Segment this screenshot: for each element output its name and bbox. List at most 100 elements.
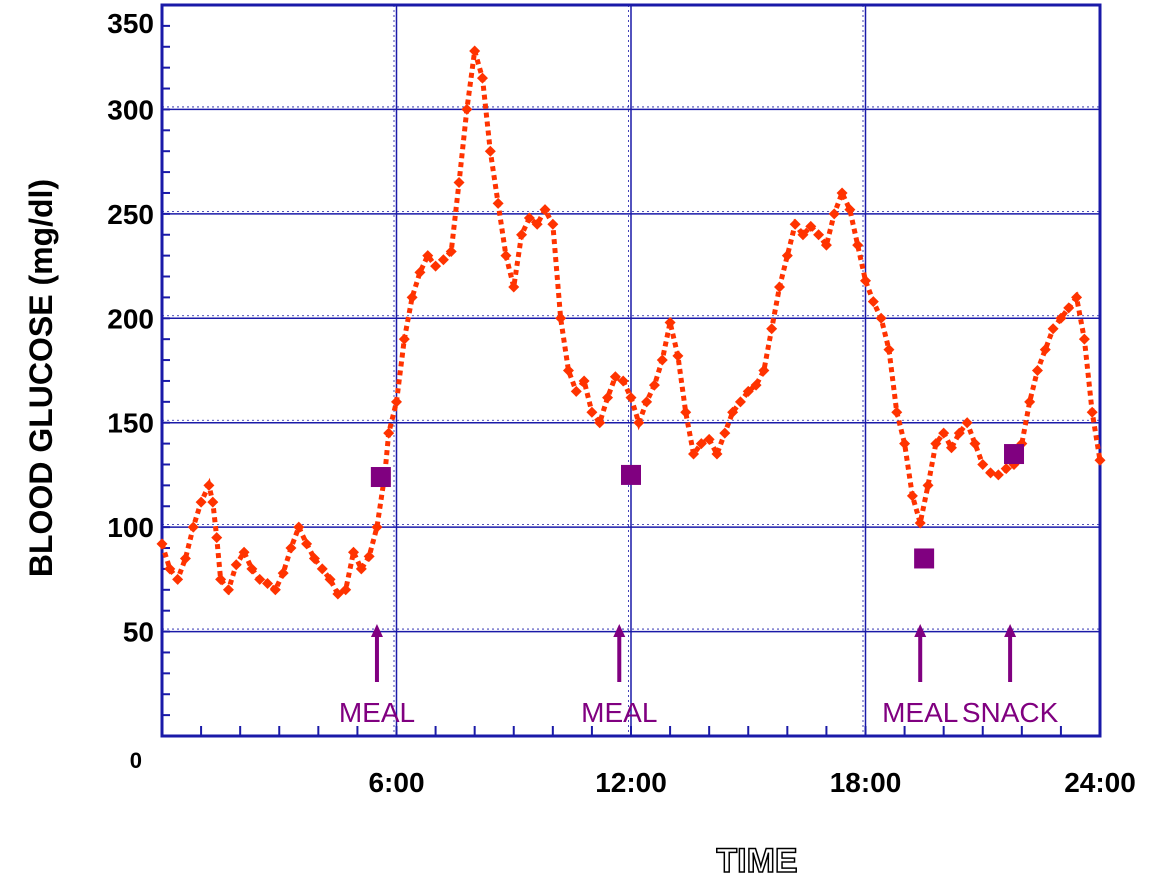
y-tick-label: 0: [130, 748, 142, 773]
reference-point: [621, 464, 641, 485]
glucose-point: [734, 396, 746, 408]
glucose-point: [179, 552, 191, 564]
x-tick-label: 24:00: [1064, 767, 1136, 798]
glucose-point: [445, 245, 457, 257]
glucose-point: [922, 479, 934, 491]
reference-point: [370, 467, 391, 488]
glucose-series: [156, 45, 1106, 600]
glucose-point: [820, 239, 832, 251]
glucose-point: [836, 187, 848, 199]
glucose-point: [860, 275, 871, 287]
glucose-point: [938, 427, 950, 439]
reference-point: [1004, 444, 1025, 465]
glucose-point: [906, 490, 918, 502]
glucose-point: [156, 538, 168, 550]
glucose-point: [891, 406, 903, 418]
glucose-point: [1000, 463, 1012, 475]
glucose-point: [844, 204, 856, 216]
glucose-point: [766, 323, 778, 335]
glucose-point: [961, 417, 973, 429]
glucose-point: [500, 250, 512, 262]
glucose-point: [340, 584, 352, 596]
glucose-point: [1039, 344, 1051, 356]
glucose-point: [187, 521, 199, 533]
glucose-point: [476, 72, 488, 84]
event-arrow-head: [914, 624, 927, 637]
x-tick-label: 12:00: [595, 767, 667, 798]
glucose-point: [211, 532, 223, 544]
gridlines: [162, 5, 1100, 736]
glucose-point: [1031, 365, 1043, 376]
reference-point: [914, 548, 935, 569]
glucose-point: [391, 396, 402, 408]
glucose-point: [555, 312, 567, 324]
y-tick-label: 50: [123, 617, 154, 648]
glucose-point: [414, 266, 426, 278]
glucose-point: [586, 406, 598, 418]
glucose-point: [230, 559, 242, 571]
glucose-point: [164, 563, 176, 575]
y-axis-title: BLOOD GLUCOSE (mg/dl): [23, 179, 59, 577]
glucose-point: [969, 438, 981, 450]
glucose-point: [750, 379, 762, 391]
event-arrow-head: [1004, 624, 1017, 637]
glucose-point: [719, 427, 731, 439]
glucose-point: [945, 442, 957, 454]
y-tick-label: 350: [107, 8, 154, 39]
glucose-point: [308, 552, 320, 564]
glucose-point: [531, 218, 543, 230]
glucose-point: [867, 296, 879, 308]
glucose-point: [355, 563, 367, 575]
glucose-point: [852, 239, 864, 251]
glucose-point: [1055, 312, 1067, 324]
glucose-point: [774, 281, 786, 293]
x-tick-label: 6:00: [368, 767, 424, 798]
glucose-point: [430, 260, 442, 272]
glucose-point: [492, 197, 504, 209]
glucose-point: [301, 538, 313, 550]
glucose-point: [625, 392, 637, 404]
glucose-point: [727, 406, 739, 418]
glucose-point: [238, 546, 250, 558]
event-annotations: MEAL MEAL MEAL SNACK: [339, 624, 1059, 728]
glucose-point: [172, 573, 184, 585]
plot-frame: [160, 3, 1102, 738]
glucose-point: [348, 546, 360, 558]
glucose-point: [672, 350, 684, 362]
glucose-point: [484, 145, 496, 157]
glucose-point: [609, 371, 621, 383]
glucose-point: [797, 229, 809, 241]
glucose-point: [578, 375, 590, 387]
glucose-point: [695, 438, 707, 450]
glucose-point: [195, 496, 207, 508]
glucose-point: [508, 281, 520, 293]
glucose-point: [293, 521, 305, 533]
glucose-point: [899, 438, 911, 450]
glucose-point: [332, 588, 344, 600]
event-label: MEAL: [339, 697, 415, 728]
glucose-point: [594, 417, 606, 429]
glucose-point: [813, 229, 825, 241]
glucose-point: [371, 521, 383, 533]
glucose-point: [422, 250, 434, 262]
event-label: SNACK: [962, 697, 1059, 728]
y-tick-label: 150: [107, 408, 154, 439]
glucose-point: [781, 250, 793, 262]
glucose-point: [383, 427, 395, 439]
glucose-point: [246, 563, 258, 575]
glucose-point: [914, 517, 926, 529]
glucose-point: [805, 220, 817, 232]
glucose-point: [1086, 406, 1098, 418]
glucose-point: [617, 375, 629, 387]
glucose-point: [953, 427, 965, 439]
event-label: MEAL: [581, 697, 657, 728]
glucose-point: [711, 448, 723, 460]
glucose-point: [363, 550, 375, 562]
x-tick-label: 18:00: [830, 767, 902, 798]
reference-points: [370, 444, 1025, 569]
glucose-point: [648, 379, 660, 391]
glucose-point: [203, 479, 215, 491]
glucose-point: [789, 218, 801, 230]
glucose-point: [602, 392, 614, 404]
